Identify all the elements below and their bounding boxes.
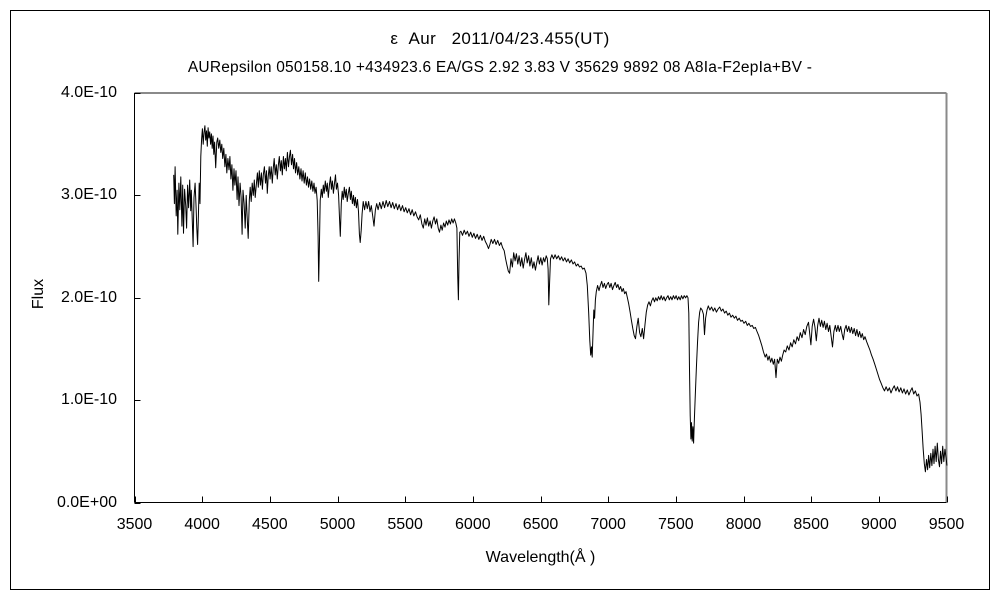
x-tick-label: 5000: [319, 516, 356, 533]
x-tick-label: 9000: [861, 516, 897, 533]
x-tick-label: 4500: [252, 516, 288, 533]
x-tick-label: 7500: [658, 516, 694, 533]
y-tick-label: 3.0E-10: [60, 186, 117, 204]
y-tick-label: 1.0E-10: [60, 391, 117, 409]
x-tick-label: 4000: [184, 516, 220, 533]
x-tick-label: 6000: [455, 516, 491, 533]
x-tick-label: 8500: [793, 516, 829, 533]
spectrum-line: [173, 125, 948, 473]
x-tick-label: 6500: [522, 516, 559, 533]
y-axis-title: Flux: [30, 278, 47, 310]
chart-title: ε Aur 2011/04/23.455(UT): [390, 29, 610, 48]
x-tick-label: 5500: [387, 516, 423, 533]
x-axis-title: Wavelength(Å ): [485, 549, 596, 566]
y-tick-label: 0.0E+00: [56, 493, 117, 511]
x-tick-label: 8000: [725, 516, 762, 533]
spectrum-plot: [134, 92, 948, 504]
x-tick-label: 7000: [590, 516, 626, 533]
y-tick-label: 4.0E-10: [60, 84, 117, 101]
figure-border: [10, 10, 990, 590]
chart-subtitle: AURepsilon 050158.10 +434923.6 EA/GS 2.9…: [187, 59, 813, 76]
x-tick-label: 3500: [116, 516, 153, 533]
y-tick-label: 2.0E-10: [60, 288, 117, 306]
x-tick-label: 9500: [928, 516, 965, 533]
